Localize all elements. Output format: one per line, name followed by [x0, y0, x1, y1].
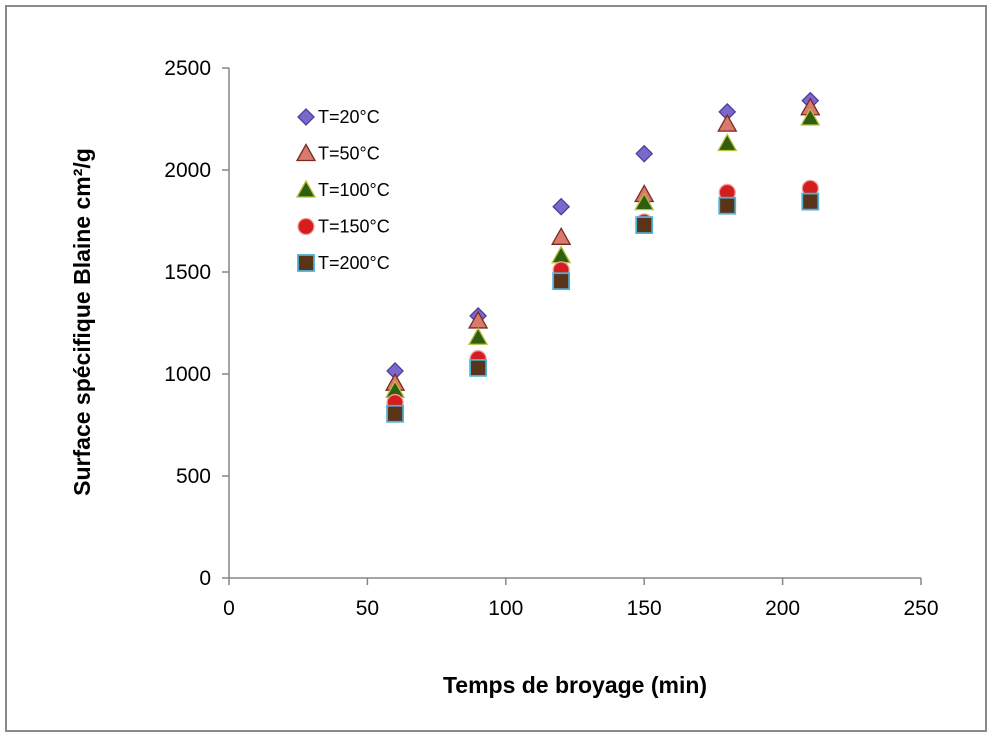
data-point: [469, 358, 488, 377]
data-point: [717, 113, 738, 132]
data-point: [718, 196, 737, 215]
x-tick-label: 200: [765, 597, 800, 620]
y-tick-label: 2000: [164, 159, 211, 182]
data-point: [801, 192, 820, 211]
data-point: [717, 133, 738, 152]
data-point: [634, 192, 655, 211]
legend-marker: [295, 179, 317, 198]
x-tick-label: 100: [488, 597, 523, 620]
data-points: [384, 91, 821, 423]
legend-marker: [297, 254, 315, 272]
y-tick-label: 2500: [164, 57, 211, 80]
data-point: [635, 216, 654, 234]
legend-item: T=100°C: [295, 179, 390, 200]
legend-item: T=200°C: [297, 253, 390, 273]
x-axis-title: Temps de broyage (min): [443, 672, 707, 698]
legend-label: T=20°C: [318, 107, 380, 127]
data-point: [551, 226, 572, 245]
data-point: [552, 272, 571, 291]
y-axis-title: Surface spécifique Blaine cm²/g: [69, 148, 95, 496]
data-point: [552, 197, 571, 216]
y-tick-label: 0: [199, 567, 211, 590]
legend-marker: [295, 143, 317, 162]
legend-label: T=200°C: [318, 253, 390, 273]
data-point: [386, 404, 404, 423]
legend-item: T=50°C: [295, 143, 380, 164]
x-tick-label: 150: [627, 597, 662, 620]
legend: T=20°C T=50°C T=100°C T=150°C T=200°C: [295, 107, 390, 273]
data-point: [635, 144, 654, 163]
legend-label: T=50°C: [318, 144, 380, 164]
data-point: [800, 107, 821, 126]
y-tick-label: 1000: [164, 363, 211, 386]
x-tick-label: 50: [356, 597, 379, 620]
chart-border: [5, 5, 987, 732]
data-point: [468, 326, 489, 345]
legend-label: T=100°C: [318, 180, 390, 200]
legend-marker: [297, 108, 315, 126]
x-tick-label: 0: [223, 597, 235, 620]
legend-item: T=150°C: [297, 217, 390, 237]
legend-item: T=20°C: [297, 107, 380, 127]
legend-marker: [297, 217, 315, 236]
y-tick-label: 500: [176, 465, 211, 488]
x-tick-label: 250: [903, 597, 938, 620]
series-2: [384, 107, 821, 398]
legend-label: T=150°C: [318, 217, 390, 237]
series-4: [386, 192, 820, 423]
y-tick-label: 1500: [164, 261, 211, 284]
